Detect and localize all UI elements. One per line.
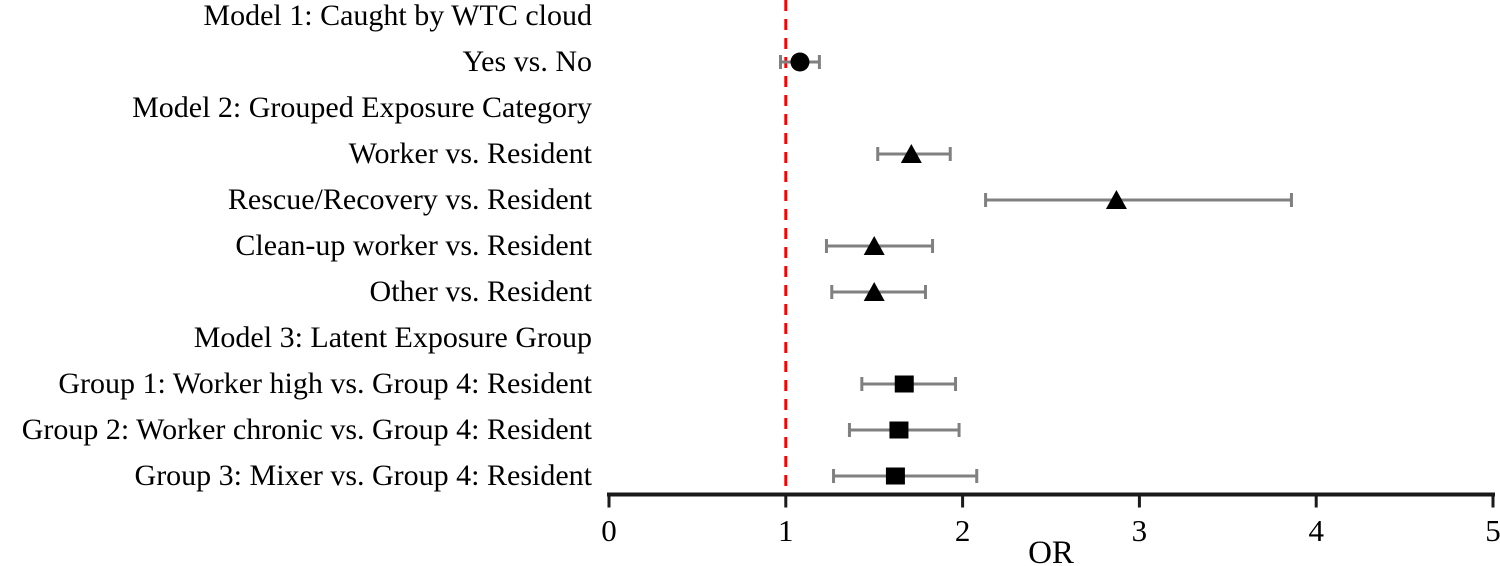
section-header-label: Model 3: Latent Exposure Group	[193, 321, 592, 354]
row-label: Other vs. Resident	[369, 275, 592, 308]
or-marker-square	[889, 421, 909, 439]
row-label: Group 2: Worker chronic vs. Group 4: Res…	[21, 413, 592, 446]
or-marker-square	[885, 467, 905, 485]
x-axis-label: OR	[1028, 535, 1074, 566]
or-marker-square	[894, 375, 914, 393]
x-axis-tick-label: 2	[955, 513, 971, 548]
x-axis-tick-label: 3	[1132, 513, 1148, 548]
or-marker-circle	[790, 52, 810, 72]
x-axis-tick-label: 4	[1308, 513, 1324, 548]
x-axis-tick-label: 1	[778, 513, 794, 548]
x-axis-tick-label: 5	[1485, 513, 1500, 548]
row-label: Clean-up worker vs. Resident	[235, 229, 592, 262]
section-header-label: Model 1: Caught by WTC cloud	[203, 0, 592, 32]
row-label: Rescue/Recovery vs. Resident	[227, 183, 592, 216]
row-label: Group 3: Mixer vs. Group 4: Resident	[134, 459, 592, 492]
or-marker-triangle	[900, 144, 922, 163]
row-label: Yes vs. No	[462, 45, 593, 78]
or-marker-triangle	[1105, 190, 1127, 209]
section-header-label: Model 2: Grouped Exposure Category	[132, 91, 592, 124]
row-label: Worker vs. Resident	[348, 137, 592, 170]
x-axis-tick-label: 0	[601, 513, 617, 548]
or-marker-triangle	[863, 236, 885, 255]
or-marker-triangle	[863, 282, 885, 301]
row-label: Group 1: Worker high vs. Group 4: Reside…	[58, 367, 592, 400]
